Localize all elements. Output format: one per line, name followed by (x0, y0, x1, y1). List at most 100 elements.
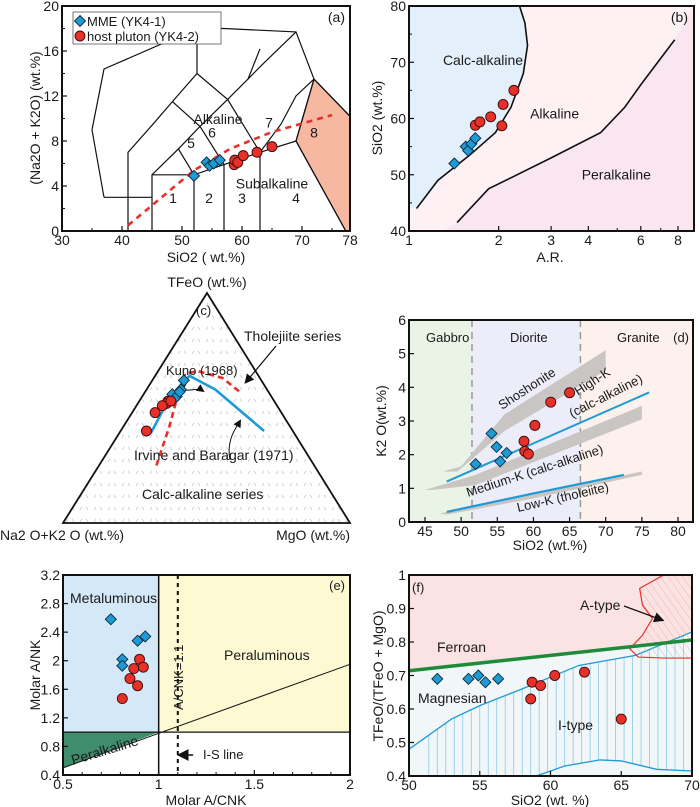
acnk-1.1-label: A/CNK=1.1 (171, 645, 186, 710)
y-tick-label: 2 (52, 653, 60, 669)
host-point (545, 396, 557, 408)
tholeiite-arrow (244, 345, 277, 384)
diorite-label: Diorite (510, 330, 548, 345)
x-tick-label: 0.5 (53, 776, 73, 792)
x-axis-label: SiO2 (wt. %) (511, 792, 590, 807)
x-tick-label: 80 (670, 523, 686, 539)
ternary-grid (63, 293, 350, 523)
y-tick-label: 4 (51, 178, 59, 194)
y-axis-label: SiO2 (wt.%) (369, 81, 385, 156)
y-tick-label: 3.2 (41, 567, 61, 583)
panel-f-fe-number: Ferroan Magnesian A-type I-type (f) 50 55 60 65 7… (370, 567, 700, 807)
host-point (124, 673, 136, 685)
y-tick-label: 0 (398, 514, 406, 530)
irvine-pointer (228, 419, 241, 461)
y-axis-label: K2 O(wt.%) (373, 385, 389, 457)
x-tick-label: 65 (613, 777, 629, 793)
mme-point (469, 132, 482, 145)
y-tick-label: 6 (398, 312, 406, 328)
tas-field-boundary (259, 78, 315, 153)
kuno-pointer (183, 383, 205, 393)
x-tick-label: 45 (417, 523, 433, 539)
y-tick-label: 0.7 (387, 668, 407, 684)
i-s-line-label: I-S line (203, 747, 243, 762)
legend-mme-marker (73, 14, 87, 28)
panel-c-afm-ternary: TFeO (wt.%) Na2 O+K2 O (wt.%) MgO (wt.%) (c… (0, 274, 352, 543)
mme-point (469, 457, 482, 471)
y-tick-label: 0.4 (41, 767, 61, 783)
high-k-boundary-line (446, 391, 650, 483)
mme-point (177, 374, 190, 387)
panel-e-acnk-ank: MetaluminousPeraluminousPeralkalineA/CNK… (27, 567, 354, 807)
host-point (137, 661, 149, 673)
ternary-frame (61, 291, 352, 524)
host-point (485, 111, 497, 123)
x-tick-label: 30 (54, 232, 70, 248)
x-tick-label: 60 (526, 523, 542, 539)
x-tick-label: 78 (342, 232, 358, 248)
x-tick-label: 1 (155, 776, 163, 792)
tas-field-boundary (171, 101, 201, 127)
x-axis-label: SiO2 (wt.%) (513, 537, 588, 553)
mme-point (213, 153, 226, 167)
field-label: 7 (265, 115, 273, 131)
a-type-boundary (628, 574, 692, 659)
mme-point (494, 455, 507, 468)
tholeiite-series-label: Tholejiite series (244, 328, 341, 344)
apex-label-tfeo: TFeO (wt.%) (167, 274, 246, 290)
host-point (549, 670, 561, 681)
calc-alkaline-field (409, 6, 528, 209)
calc-alkaline-series-label: Calc-alkaline series (142, 486, 263, 502)
x-tick-label: 2 (346, 776, 354, 792)
mme-point (448, 157, 461, 170)
x-tick-label: 50 (453, 523, 469, 539)
host-point (525, 693, 537, 705)
y-tick-label: 1 (398, 480, 406, 496)
mme-point (139, 630, 152, 643)
peralkaline-label: Peralkaline (582, 166, 651, 182)
ferroan-magnesian-boundary (408, 638, 693, 673)
x-tick-label: 75 (634, 523, 650, 539)
panel-label: (e) (329, 578, 345, 593)
panel-label: (a) (328, 9, 345, 25)
gabbro-label: Gabbro (426, 330, 469, 345)
gabbro-field (409, 320, 472, 522)
y-tick-label: 16 (43, 43, 59, 59)
y-tick-label: 70 (390, 54, 406, 70)
y-tick-label: 4 (398, 379, 406, 395)
host-point (237, 150, 249, 162)
x-tick-label: 70 (684, 777, 700, 793)
diagonal-line (62, 663, 351, 769)
alkaline-subalkaline-divider (127, 113, 333, 227)
y-tick-label: 8 (51, 133, 59, 149)
host-point (149, 407, 161, 419)
x-axis-label: SiO2 ( wt.%) (167, 249, 246, 265)
y-tick-label: 2.8 (41, 596, 61, 612)
field-label: 2 (205, 190, 213, 206)
field-label: 3 (238, 190, 246, 206)
y-axis-label: (Na2O + K2O) (wt.%) (27, 51, 43, 184)
y-tick-label: 20 (43, 0, 59, 14)
y-tick-label: 2 (398, 447, 406, 463)
field-label: 5 (187, 135, 195, 151)
a-type-arrow (623, 605, 665, 623)
host-point (251, 146, 263, 158)
metaluminous-label: Metaluminous (70, 590, 157, 606)
host-point (156, 400, 168, 412)
host-point (496, 120, 508, 132)
low-k-boundary-line (446, 473, 625, 513)
mme-point (116, 659, 129, 672)
field-label: 8 (310, 125, 318, 141)
x-tick-label: 65 (562, 523, 578, 539)
y-tick-label: 5 (398, 346, 406, 362)
calc-alkaline-boundary (415, 5, 529, 209)
host-point (140, 425, 152, 437)
field-label: 4 (292, 190, 300, 206)
x-tick-label: 70 (294, 232, 310, 248)
panel-d-k2o-sio2: Gabbro Diorite Granite (d)Shoshonite High-K(… (373, 312, 694, 553)
x-tick-label: 70 (598, 523, 614, 539)
host-point (529, 419, 541, 431)
peralkaline-field (63, 732, 159, 768)
